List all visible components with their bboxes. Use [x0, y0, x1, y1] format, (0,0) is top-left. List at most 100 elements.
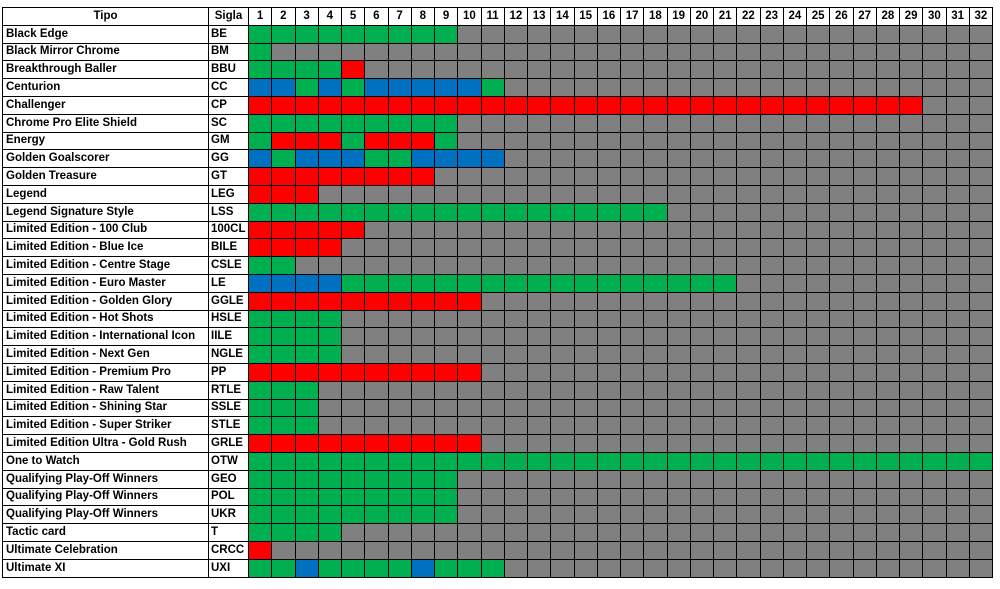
status-cell[interactable]: [852, 220, 877, 240]
status-cell[interactable]: [550, 113, 575, 133]
status-cell[interactable]: [782, 345, 808, 364]
status-cell[interactable]: [945, 202, 970, 222]
status-cell[interactable]: [898, 380, 924, 400]
status-cell[interactable]: [271, 558, 296, 578]
header-col[interactable]: 17: [619, 7, 645, 26]
status-cell[interactable]: [457, 451, 482, 471]
status-cell[interactable]: [736, 558, 761, 578]
status-cell[interactable]: [573, 505, 598, 525]
status-cell[interactable]: [712, 327, 738, 347]
status-cell[interactable]: [480, 523, 505, 542]
status-cell[interactable]: [666, 131, 691, 151]
status-cell[interactable]: [317, 327, 343, 347]
status-cell[interactable]: [503, 327, 529, 347]
status-cell[interactable]: [596, 505, 622, 525]
status-cell[interactable]: [689, 220, 715, 240]
status-cell[interactable]: [573, 540, 598, 560]
header-col[interactable]: 9: [433, 7, 459, 26]
status-cell[interactable]: [922, 220, 947, 240]
status-cell[interactable]: [619, 42, 645, 62]
status-cell[interactable]: [596, 220, 622, 240]
status-cell[interactable]: [829, 24, 854, 44]
status-cell[interactable]: [433, 273, 459, 293]
tipo-cell[interactable]: Black Mirror Chrome: [2, 42, 209, 62]
status-cell[interactable]: [619, 24, 645, 44]
status-cell[interactable]: [480, 238, 505, 258]
status-cell[interactable]: [689, 256, 715, 275]
status-cell[interactable]: [805, 487, 831, 507]
status-cell[interactable]: [666, 309, 691, 329]
status-cell[interactable]: [643, 202, 668, 222]
status-cell[interactable]: [829, 131, 854, 151]
status-cell[interactable]: [945, 95, 970, 115]
status-cell[interactable]: [875, 362, 901, 382]
status-cell[interactable]: [317, 42, 343, 62]
status-cell[interactable]: [805, 256, 831, 275]
status-cell[interactable]: [364, 95, 389, 115]
status-cell[interactable]: [945, 113, 970, 133]
status-cell[interactable]: [410, 540, 436, 560]
status-cell[interactable]: [340, 469, 366, 489]
status-cell[interactable]: [782, 42, 808, 62]
status-cell[interactable]: [805, 380, 831, 400]
status-cell[interactable]: [968, 256, 994, 275]
status-cell[interactable]: [340, 184, 366, 204]
status-cell[interactable]: [573, 523, 598, 542]
status-cell[interactable]: [526, 238, 552, 258]
status-cell[interactable]: [852, 42, 877, 62]
status-cell[interactable]: [271, 95, 296, 115]
header-col[interactable]: 29: [898, 7, 924, 26]
status-cell[interactable]: [480, 167, 505, 186]
status-cell[interactable]: [805, 167, 831, 186]
status-cell[interactable]: [433, 60, 459, 80]
status-cell[interactable]: [271, 238, 296, 258]
tipo-cell[interactable]: Qualifying Play-Off Winners: [2, 469, 209, 489]
status-cell[interactable]: [782, 309, 808, 329]
status-cell[interactable]: [596, 362, 622, 382]
status-cell[interactable]: [922, 327, 947, 347]
status-cell[interactable]: [410, 42, 436, 62]
status-cell[interactable]: [480, 78, 505, 97]
status-cell[interactable]: [829, 60, 854, 80]
status-cell[interactable]: [247, 469, 273, 489]
status-cell[interactable]: [643, 184, 668, 204]
status-cell[interactable]: [550, 78, 575, 97]
status-cell[interactable]: [945, 434, 970, 453]
status-cell[interactable]: [247, 167, 273, 186]
status-cell[interactable]: [619, 273, 645, 293]
status-cell[interactable]: [573, 220, 598, 240]
status-cell[interactable]: [666, 273, 691, 293]
status-cell[interactable]: [433, 238, 459, 258]
status-cell[interactable]: [782, 24, 808, 44]
status-cell[interactable]: [550, 273, 575, 293]
status-cell[interactable]: [945, 487, 970, 507]
status-cell[interactable]: [480, 220, 505, 240]
status-cell[interactable]: [852, 256, 877, 275]
status-cell[interactable]: [945, 24, 970, 44]
status-cell[interactable]: [712, 256, 738, 275]
status-cell[interactable]: [666, 256, 691, 275]
status-cell[interactable]: [526, 487, 552, 507]
header-col[interactable]: 32: [968, 7, 994, 26]
status-cell[interactable]: [387, 220, 412, 240]
status-cell[interactable]: [271, 131, 296, 151]
status-cell[interactable]: [550, 451, 575, 471]
status-cell[interactable]: [736, 220, 761, 240]
status-cell[interactable]: [922, 184, 947, 204]
status-cell[interactable]: [364, 540, 389, 560]
status-cell[interactable]: [596, 78, 622, 97]
status-cell[interactable]: [503, 42, 529, 62]
status-cell[interactable]: [736, 505, 761, 525]
status-cell[interactable]: [782, 60, 808, 80]
sigla-cell[interactable]: BILE: [208, 238, 249, 258]
tipo-cell[interactable]: Chrome Pro Elite Shield: [2, 113, 209, 133]
status-cell[interactable]: [619, 202, 645, 222]
header-sigla[interactable]: Sigla: [208, 7, 249, 26]
status-cell[interactable]: [736, 487, 761, 507]
status-cell[interactable]: [294, 78, 319, 97]
status-cell[interactable]: [922, 202, 947, 222]
status-cell[interactable]: [643, 24, 668, 44]
status-cell[interactable]: [782, 113, 808, 133]
tipo-cell[interactable]: Black Edge: [2, 24, 209, 44]
header-col[interactable]: 4: [317, 7, 343, 26]
